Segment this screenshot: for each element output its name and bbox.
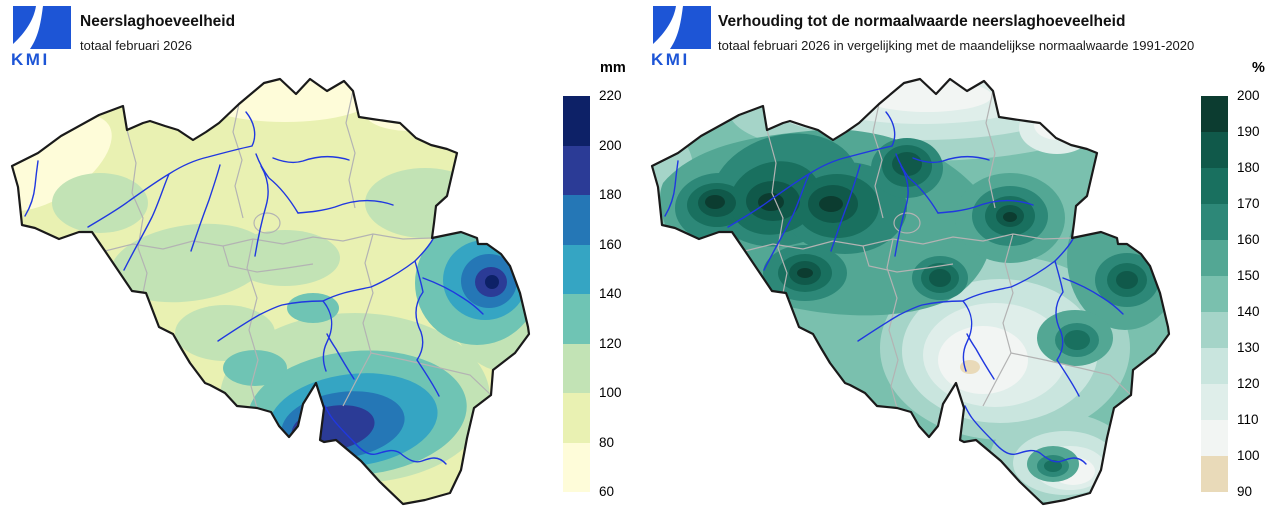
legend-colorbar-left [563, 96, 590, 492]
legend-unit-right: % [1252, 60, 1265, 76]
precip-band-200-220 [485, 275, 499, 289]
province-borders [104, 90, 492, 409]
belgium-country-border [10, 77, 531, 506]
belgium-country-border [650, 77, 1171, 506]
ratio-band-190-200 [705, 193, 1017, 278]
belgium-precipitation-map [10, 77, 531, 506]
ratio-band-90-100 [960, 360, 980, 374]
legend-colorbar-right [1201, 96, 1228, 492]
rivers [664, 111, 1124, 465]
precip-contours [12, 79, 529, 504]
kmi-logo-sail-left-icon [653, 6, 676, 44]
kmi-logo: KMI [650, 5, 714, 69]
belgium-ratio-map [650, 77, 1171, 506]
map-title-right: Verhouding tot de normaalwaarde neerslag… [718, 13, 1126, 30]
legend-tick-labels-left: 220 200 180 160 140 120 100 80 60 [599, 88, 622, 499]
ratio-contours [652, 79, 1169, 504]
map-subtitle-right: totaal februari 2026 in vergelijking met… [718, 38, 1195, 53]
kmi-logo-text: KMI [11, 50, 50, 67]
kmi-logo-sail-right-icon [670, 6, 711, 49]
rivers [24, 111, 484, 465]
kmi-logo-sail-right-icon [30, 6, 71, 49]
legend-tick-labels-right: 200 190 180 170 160 150 140 130 120 110 100 90 [1237, 88, 1260, 499]
legend-unit-left: mm [600, 60, 626, 76]
kmi-logo-text: KMI [651, 50, 690, 67]
kmi-logo-sail-left-icon [13, 6, 36, 44]
province-borders [744, 90, 1132, 409]
ratio-band-180-190 [698, 152, 1138, 289]
map-title-left: Neerslaghoeveelheid [80, 13, 236, 30]
kmi-logo: KMI [10, 5, 74, 69]
map-subtitle-left: totaal februari 2026 [80, 38, 193, 53]
